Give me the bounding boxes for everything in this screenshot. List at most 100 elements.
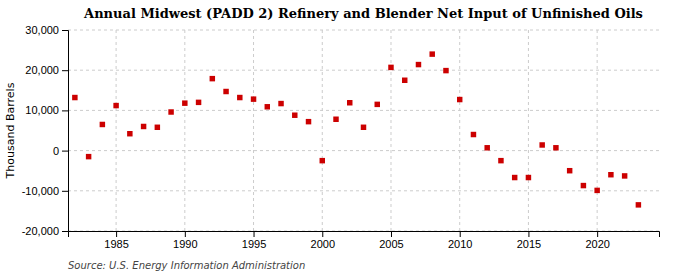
- x-tick-label: 2000: [311, 238, 335, 250]
- y-label: Thousand Barrels: [4, 82, 17, 179]
- y-tick: -10,000: [22, 185, 68, 197]
- point: [333, 117, 338, 122]
- point: [210, 76, 215, 81]
- y-tick-label: -10,000: [22, 185, 59, 197]
- point: [388, 65, 393, 70]
- x-tick: 1995: [242, 231, 266, 250]
- point: [512, 175, 517, 180]
- x-tick-label: 1990: [173, 238, 197, 250]
- y-axis: -20,000 -10,000 0 10,000 20,000 30,000: [22, 24, 69, 237]
- x-tick-mark: [391, 231, 392, 237]
- point: [416, 62, 421, 67]
- point: [168, 109, 173, 114]
- point: [553, 145, 558, 150]
- point: [113, 103, 118, 108]
- y-tick-label: 10,000: [25, 104, 59, 116]
- point: [127, 131, 132, 136]
- point: [292, 112, 297, 117]
- grid-line-y: [68, 110, 659, 111]
- grid-line-x: [253, 30, 254, 231]
- point: [636, 202, 641, 207]
- y-tick: 30,000: [25, 24, 68, 36]
- point: [182, 100, 187, 105]
- point: [347, 100, 352, 105]
- point: [471, 132, 476, 137]
- title: Annual Midwest (PADD 2) Refinery and Ble…: [83, 6, 643, 21]
- x-tick: 2000: [311, 231, 335, 250]
- x-tick-mark: [254, 231, 255, 237]
- point: [484, 145, 489, 150]
- grid-line-x: [322, 30, 323, 231]
- x-tick-mark: [116, 231, 117, 237]
- point: [72, 95, 77, 100]
- chart-container: 19851990199520002005201020152020-20,000-…: [0, 0, 675, 275]
- point: [155, 125, 160, 130]
- point: [306, 119, 311, 124]
- x-tick-mark: [322, 231, 323, 237]
- grid-line-y: [68, 150, 659, 151]
- point: [429, 51, 434, 56]
- x-tick-label: 1995: [242, 238, 266, 250]
- y-tick-mark: [62, 191, 68, 192]
- y-tick-label: 30,000: [25, 24, 59, 36]
- point: [594, 188, 599, 193]
- x-tick-mark: [528, 231, 529, 237]
- grid-line-x: [116, 30, 117, 231]
- point: [251, 96, 256, 101]
- x-tick: 2005: [379, 231, 403, 250]
- grid-line-x: [459, 30, 460, 231]
- y-tick-mark: [62, 110, 68, 111]
- point: [86, 154, 91, 159]
- y-tick-mark: [62, 231, 68, 232]
- point: [196, 100, 201, 105]
- y-tick-mark: [62, 70, 68, 71]
- x-tick-label: 2020: [585, 238, 609, 250]
- x-tick-label: 2015: [517, 238, 541, 250]
- point: [622, 173, 627, 178]
- y-tick: 20,000: [25, 64, 68, 76]
- x-tick-mark: [185, 231, 186, 237]
- point: [581, 183, 586, 188]
- x-tick: 2020: [585, 231, 609, 250]
- y-tick: -20,000: [22, 225, 68, 237]
- point: [608, 172, 613, 177]
- x-tick-mark: [597, 231, 598, 237]
- annotation: Source: U.S. Energy Information Administ…: [68, 260, 305, 271]
- x-tick: 2015: [517, 231, 541, 250]
- point: [402, 78, 407, 83]
- x-tick: 1985: [104, 231, 128, 250]
- grid-line-x: [184, 30, 185, 231]
- point: [223, 89, 228, 94]
- point: [498, 158, 503, 163]
- grid-line-x: [597, 30, 598, 231]
- grid-line-x: [390, 30, 391, 231]
- point: [320, 158, 325, 163]
- grid-line-y: [68, 70, 659, 71]
- point: [539, 142, 544, 147]
- point: [361, 125, 366, 130]
- y-tick-label: -20,000: [22, 225, 59, 237]
- x-axis: 1985 1990 1995 2000 2005 2010 2015 2020: [69, 231, 660, 250]
- x-tick-mark: [460, 231, 461, 237]
- point: [265, 104, 270, 109]
- point: [567, 168, 572, 173]
- x-tick: 2010: [448, 231, 472, 250]
- grid-line-x: [528, 30, 529, 231]
- y-tick-mark: [62, 151, 68, 152]
- grid-line-y: [68, 190, 659, 191]
- y-tick-label: 20,000: [25, 64, 59, 76]
- y-axis-line: [62, 31, 69, 232]
- y-tick-label: 0: [53, 145, 59, 157]
- point: [237, 95, 242, 100]
- points: [72, 51, 641, 207]
- x-axis-line: [69, 232, 660, 238]
- y-tick: 0: [53, 145, 68, 157]
- y-tick-mark: [62, 30, 68, 31]
- x-tick-label: 2010: [448, 238, 472, 250]
- plot: 19851990199520002005201020152020-20,000-…: [22, 24, 660, 250]
- point: [457, 97, 462, 102]
- chart-svg: 19851990199520002005201020152020-20,000-…: [0, 0, 675, 275]
- x-tick: 1990: [173, 231, 197, 250]
- point: [526, 175, 531, 180]
- y-tick: 10,000: [25, 104, 68, 116]
